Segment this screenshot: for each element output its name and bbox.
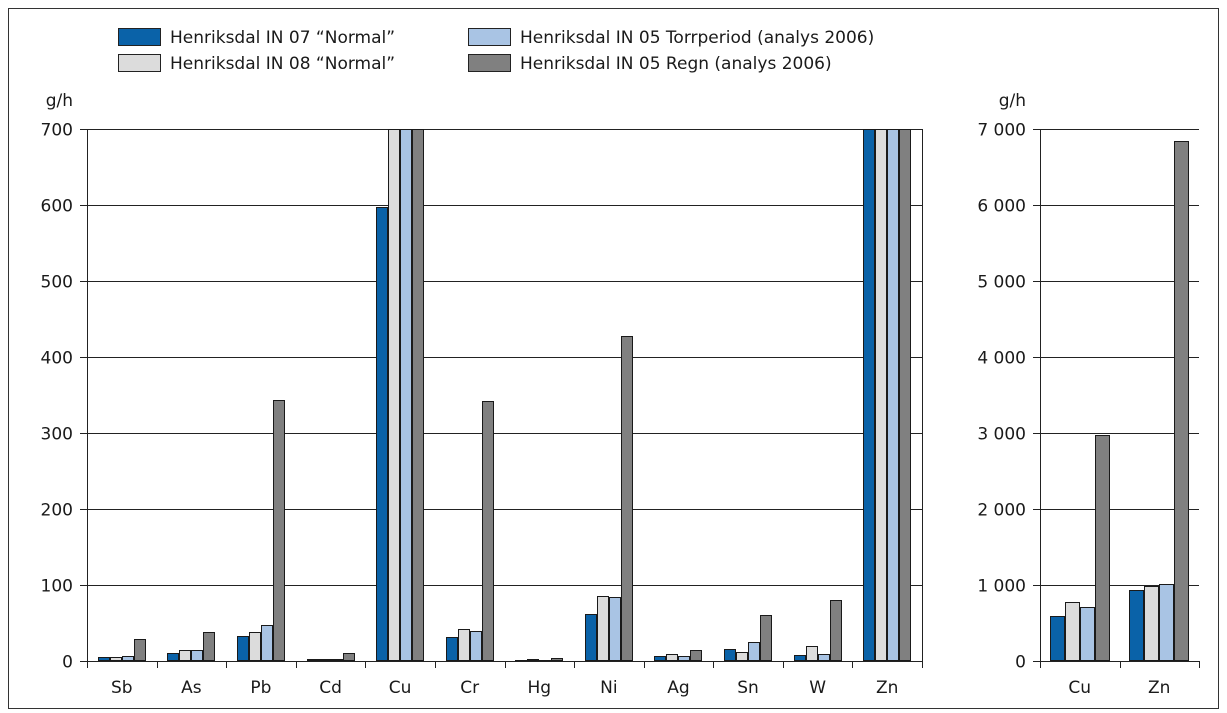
y-tick-label: 6 000 <box>977 197 1026 217</box>
x-tick-label: Sb <box>111 678 133 698</box>
legend-swatch <box>468 28 511 46</box>
y-axis-label: g/h <box>999 91 1026 111</box>
y-tick-label: 300 <box>41 425 73 445</box>
bar <box>470 631 482 661</box>
x-tick-label: Zn <box>1148 678 1170 698</box>
bar <box>319 659 331 661</box>
y-tick-label: 100 <box>41 577 73 597</box>
bar <box>446 637 458 661</box>
bar <box>736 652 748 661</box>
legend-label: Henriksdal IN 08 “Normal” <box>170 54 395 74</box>
bar <box>806 646 818 661</box>
x-tick-label: Ag <box>667 678 689 698</box>
figure-frame <box>8 8 1219 709</box>
bar <box>167 653 179 661</box>
x-tick-label: Pb <box>250 678 271 698</box>
y-tick-label: 200 <box>41 501 73 521</box>
x-tick-label: Sn <box>737 678 759 698</box>
bar <box>376 207 388 661</box>
bar <box>1065 602 1080 661</box>
bar <box>654 656 666 661</box>
bar <box>191 650 203 661</box>
bar <box>400 129 412 661</box>
bar <box>343 653 355 661</box>
x-tick-label: Cu <box>389 678 412 698</box>
bar <box>388 129 400 661</box>
y-axis-label: g/h <box>46 91 73 111</box>
bar <box>203 632 215 661</box>
bar <box>863 129 875 661</box>
x-tick-label: As <box>181 678 202 698</box>
bar <box>760 615 772 661</box>
bar <box>748 642 760 661</box>
bar <box>609 597 621 661</box>
bar <box>179 650 191 661</box>
bar <box>539 660 551 662</box>
bar <box>724 649 736 661</box>
bar <box>1095 435 1110 661</box>
bar <box>515 660 527 662</box>
bar <box>1050 616 1065 661</box>
bar <box>307 659 319 661</box>
bar <box>482 401 494 661</box>
bar <box>621 336 633 661</box>
y-tick-label: 1 000 <box>977 577 1026 597</box>
legend-swatch <box>118 28 161 46</box>
y-tick-label: 0 <box>1015 653 1026 673</box>
bar <box>818 654 830 661</box>
bar <box>875 129 887 661</box>
bar <box>527 659 539 661</box>
bar <box>237 636 249 661</box>
bar <box>551 658 563 661</box>
y-tick-label: 0 <box>62 653 73 673</box>
y-tick-label: 700 <box>41 121 73 141</box>
legend-swatch <box>118 54 161 72</box>
bar <box>1080 607 1095 661</box>
bar <box>887 129 899 661</box>
bar <box>122 656 134 661</box>
legend-swatch <box>468 54 511 72</box>
bar <box>1144 586 1159 661</box>
x-tick-label: Cu <box>1068 678 1091 698</box>
bar <box>134 639 146 661</box>
bar <box>899 129 911 661</box>
bar <box>585 614 597 661</box>
legend-label: Henriksdal IN 05 Torrperiod (analys 2006… <box>520 28 874 48</box>
bar <box>98 657 110 661</box>
bar <box>331 659 343 661</box>
y-tick-label: 3 000 <box>977 425 1026 445</box>
y-tick-label: 600 <box>41 197 73 217</box>
x-tick-label: Hg <box>528 678 552 698</box>
bar <box>690 650 702 661</box>
y-tick-label: 5 000 <box>977 273 1026 293</box>
bar <box>273 400 285 661</box>
x-tick-label: Cr <box>460 678 479 698</box>
y-tick-label: 7 000 <box>977 121 1026 141</box>
bar <box>110 657 122 661</box>
x-tick-label: W <box>809 678 826 698</box>
bar <box>1159 584 1174 661</box>
x-tick-label: Ni <box>600 678 617 698</box>
y-tick-label: 4 000 <box>977 349 1026 369</box>
bar <box>1174 141 1189 661</box>
bar <box>249 632 261 661</box>
legend-label: Henriksdal IN 05 Regn (analys 2006) <box>520 54 832 74</box>
bar <box>1129 590 1144 661</box>
bar <box>597 596 609 661</box>
y-tick-label: 2 000 <box>977 501 1026 521</box>
bar <box>794 655 806 661</box>
y-tick-label: 500 <box>41 273 73 293</box>
bar <box>261 625 273 661</box>
y-tick-label: 400 <box>41 349 73 369</box>
bar <box>666 654 678 661</box>
x-tick-label: Cd <box>319 678 342 698</box>
legend-label: Henriksdal IN 07 “Normal” <box>170 28 395 48</box>
bar <box>412 129 424 661</box>
x-tick-label: Zn <box>876 678 898 698</box>
bar <box>678 656 690 661</box>
bar <box>830 600 842 661</box>
bar <box>458 629 470 661</box>
